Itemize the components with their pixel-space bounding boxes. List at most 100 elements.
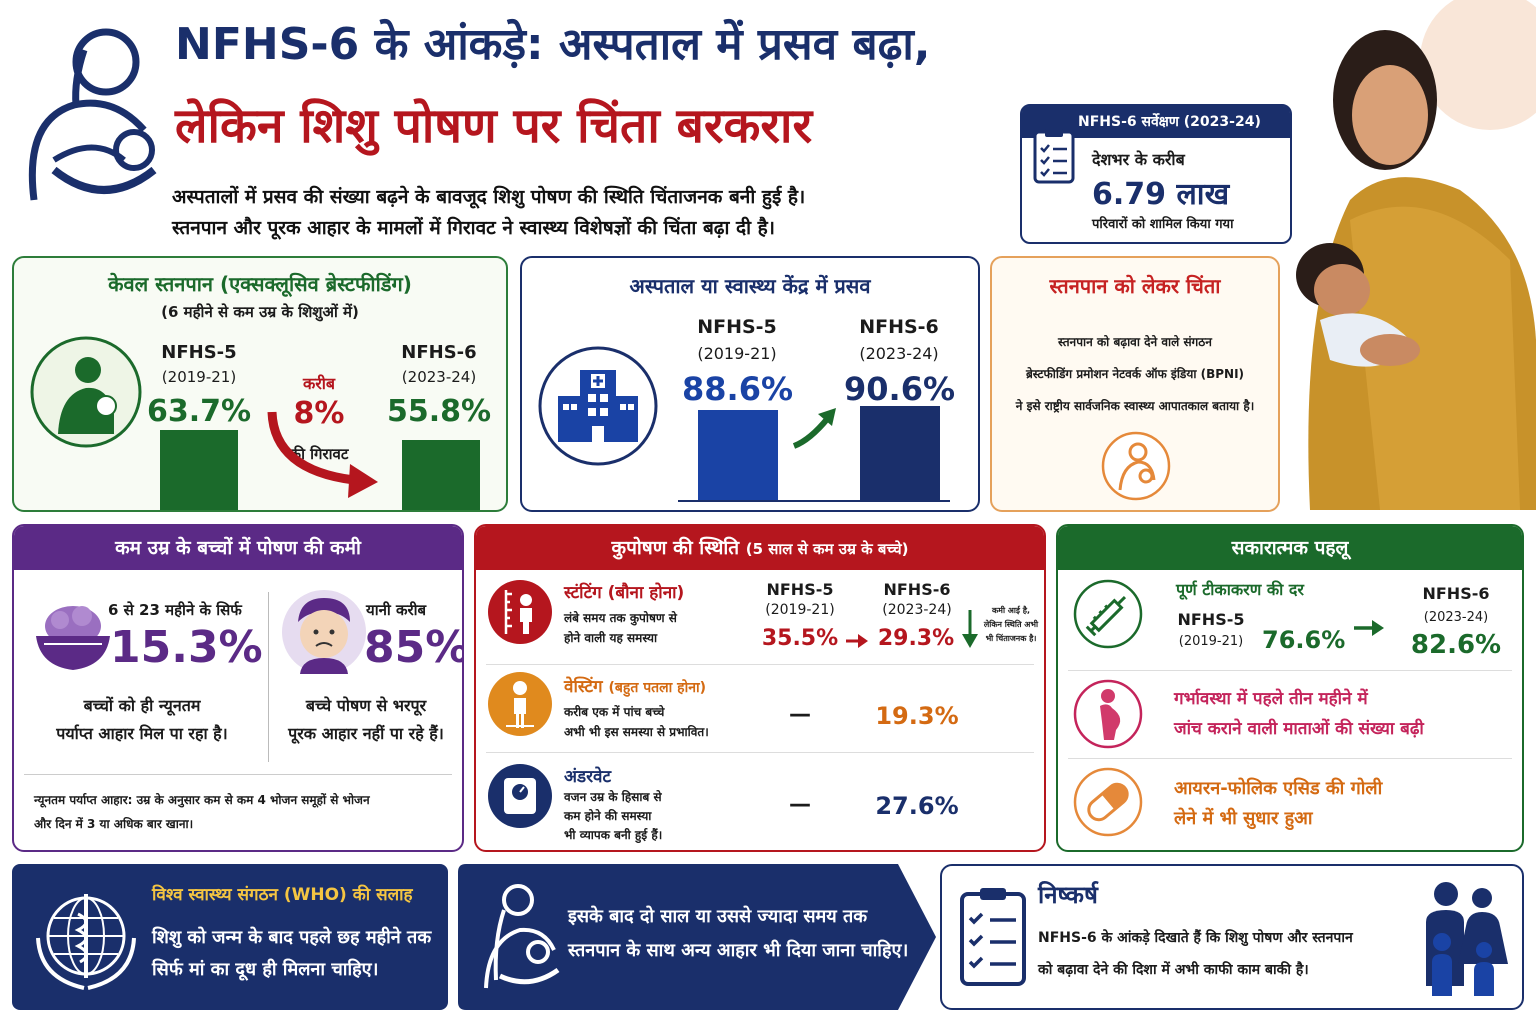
bf-change-value: 8% (293, 396, 345, 431)
wasting-v5: — (789, 702, 811, 727)
who-title: विश्व स्वास्थ्य संगठन (WHO) की सलाह (152, 885, 413, 905)
vacc-v5: 76.6% (1262, 626, 1346, 654)
conclusion-text: NFHS-6 के आंकड़े दिखाते हैं कि शिशु पोषण… (1038, 922, 1353, 986)
advice-line1: इसके बाद दो साल या उससे ज्यादा समय तक (568, 906, 868, 927)
bf-bar-nfhs5 (160, 430, 238, 510)
vacc-title: पूर्ण टीकाकरण की दर (1176, 580, 1304, 599)
mother-baby-green-icon (30, 336, 142, 448)
under-title: अंडरवेट (564, 767, 612, 787)
hosp-left-label: NFHS-5 (697, 316, 777, 338)
down-arrow-icon (267, 411, 378, 498)
survey-line1: देशभर के करीब (1092, 150, 1185, 169)
mal-divider-1 (486, 664, 1034, 665)
preg-line1: गर्भावस्था में पहले तीन महीने में (1174, 689, 1368, 709)
who-line1: शिशु को जन्म के बाद पहले छह महीने तक (152, 927, 432, 948)
bf-left-years: (2019-21) (161, 368, 237, 386)
advice-line2: स्तनपान के साथ अन्य आहार भी दिया जाना चा… (568, 940, 909, 961)
wasting-title: वेस्टिंग (564, 677, 603, 697)
malnutrition-card: कुपोषण की स्थिति (5 साल से कम उम्र के बच… (474, 524, 1046, 852)
up-arrow-icon (792, 408, 836, 449)
survey-line2: परिवारों को शामिल किया गया (1092, 217, 1234, 232)
nutr-left-bottom: बच्चों को ही न्यूनतम पर्याप्त आहार मिल प… (22, 692, 262, 748)
hosp-bar-nfhs5 (698, 410, 778, 500)
who-text: शिशु को जन्म के बाद पहले छह महीने तक सिर… (152, 922, 431, 986)
bf-right-value: 55.8% (386, 394, 492, 429)
pill-capsule-icon (1073, 767, 1143, 837)
nutr-right-top: यानी करीब (366, 601, 427, 619)
under-desc: वजन उम्र के हिसाब से कम होने की समस्या भ… (564, 788, 662, 845)
weighing-scale-icon (488, 764, 552, 828)
mal-col2-label: NFHS-6 (883, 580, 951, 599)
nutr-right-bottom1: बच्चे पोषण से भरपूर (305, 696, 427, 715)
nutr-left-top: 6 से 23 महीने के सिर्फ (108, 601, 242, 619)
mal-col2-years: (2023-24) (882, 602, 952, 618)
preg-text: गर्भावस्था में पहले तीन महीने में जांच क… (1174, 684, 1424, 744)
advice-arrow-shape (458, 864, 936, 1010)
survey-value: 6.79 लाख (1092, 177, 1230, 212)
hosp-left-value: 88.6% (682, 370, 794, 408)
stunting-note2: लेकिन स्थिति अभी (983, 620, 1039, 629)
preg-line2: जांच कराने वाली माताओं की संख्या बढ़ी (1174, 719, 1424, 739)
conclusion-line1: NFHS-6 के आंकड़े दिखाते हैं कि शिशु पोषण… (1038, 930, 1353, 946)
concern-card: स्तनपान को लेकर चिंता स्तनपान को बढ़ावा … (990, 256, 1280, 512)
sad-child-icon (282, 590, 366, 674)
down-arrow-green-icon (962, 610, 978, 648)
iron-text: आयरन-फोलिक एसिड की गोली लेने में भी सुधा… (1174, 774, 1382, 834)
wasting-desc: करीब एक में पांच बच्चे अभी भी इस समस्या … (564, 702, 709, 742)
nutrition-note2: और दिन में 3 या अधिक बार खाना। (34, 817, 194, 831)
clipboard-icon (1033, 128, 1075, 184)
breastfeeding-subtitle: (6 महीने से कम उम्र के शिशुओं में) (161, 303, 359, 321)
food-bowl-icon (36, 606, 110, 670)
under-desc3: भी व्यापक बनी हुई हैं। (564, 828, 663, 842)
concern-line3: ने इसे राष्ट्रीय सार्वजनिक स्वास्थ्य आपा… (1015, 399, 1255, 413)
malnutrition-title-sub: (5 साल से कम उम्र के बच्चे) (745, 540, 909, 558)
stunting-v5: 35.5% (761, 626, 839, 651)
hosp-baseline (678, 500, 950, 502)
stunting-desc2: होने वाली यह समस्या (564, 631, 658, 645)
breastfeeding-card: केवल स्तनपान (एक्सक्लूसिव ब्रेस्टफीडिंग)… (12, 256, 508, 512)
conclusion-card: निष्कर्ष NFHS-6 के आंकड़े दिखाते हैं कि … (940, 864, 1524, 1010)
who-line2: सिर्फ मां का दूध ही मिलना चाहिए। (152, 959, 379, 980)
concern-line1: स्तनपान को बढ़ावा देने वाले संगठन (1058, 335, 1212, 349)
wasting-title-sub: (बहुत पतला होना) (608, 680, 706, 696)
hosp-right-label: NFHS-6 (859, 316, 939, 338)
mal-col1-years: (2019-21) (765, 602, 835, 618)
vacc-v6: 82.6% (1410, 630, 1502, 660)
pregnant-woman-icon (1073, 679, 1143, 749)
vacc-y6: (2023-24) (1423, 610, 1489, 625)
nutrition-divider (268, 592, 269, 762)
mal-divider-2 (486, 752, 1034, 753)
wasting-title-row: वेस्टिंग (बहुत पतला होना) (564, 674, 706, 697)
nutrition-note: न्यूनतम पर्याप्त आहार: उम्र के अनुसार कम… (34, 788, 370, 836)
nutr-left-bottom2: पर्याप्त आहार मिल पा रहा है। (56, 724, 228, 743)
hosp-bar-nfhs6 (860, 406, 940, 500)
concern-text: स्तनपान को बढ़ावा देने वाले संगठन ब्रेस्… (992, 326, 1278, 422)
bf-left-value: 63.7% (146, 394, 252, 429)
iron-line1: आयरन-फोलिक एसिड की गोली (1174, 778, 1383, 799)
advice-text: इसके बाद दो साल या उससे ज्यादा समय तक स्… (568, 900, 908, 968)
nutr-right-bottom: बच्चे पोषण से भरपूर पूरक आहार नहीं पा रह… (270, 692, 462, 748)
mother-breastfeeding-illustration (1296, 0, 1536, 510)
under-desc2: कम होने की समस्या (564, 809, 652, 823)
right-arrow-icon (846, 634, 868, 648)
bf-right-label: NFHS-6 (401, 342, 477, 363)
positive-divider-2 (1068, 758, 1512, 759)
stunting-note: कमी आई है, लेकिन स्थिति अभी भी चिंताजनक … (976, 604, 1044, 646)
under-v6: 27.6% (875, 792, 959, 820)
page-subtitle: अस्पतालों में प्रसव की संख्या बढ़ने के ब… (172, 182, 1012, 244)
nutr-right-value: 85% (364, 622, 464, 673)
hosp-right-years: (2023-24) (859, 344, 939, 363)
conclusion-title: निष्कर्ष (1038, 881, 1098, 909)
height-measure-icon (488, 580, 552, 644)
nutrition-note-divider (24, 774, 452, 775)
positive-card: सकारात्मक पहलू पूर्ण टीकाकरण की दर NFHS-… (1056, 524, 1524, 852)
positive-divider-1 (1068, 670, 1512, 671)
stunting-v6: 29.3% (877, 626, 955, 651)
survey-info-box: NFHS-6 सर्वेक्षण (2023-24) देशभर के करीब… (1020, 104, 1292, 244)
nutr-left-value: 15.3% (110, 622, 263, 673)
bf-left-label: NFHS-5 (161, 342, 237, 363)
malnutrition-title: कुपोषण की स्थिति (611, 537, 740, 559)
mother-baby-logo-icon (28, 28, 157, 201)
subtitle-line1: अस्पतालों में प्रसव की संख्या बढ़ने के ब… (172, 186, 806, 208)
hospital-icon (538, 346, 658, 466)
